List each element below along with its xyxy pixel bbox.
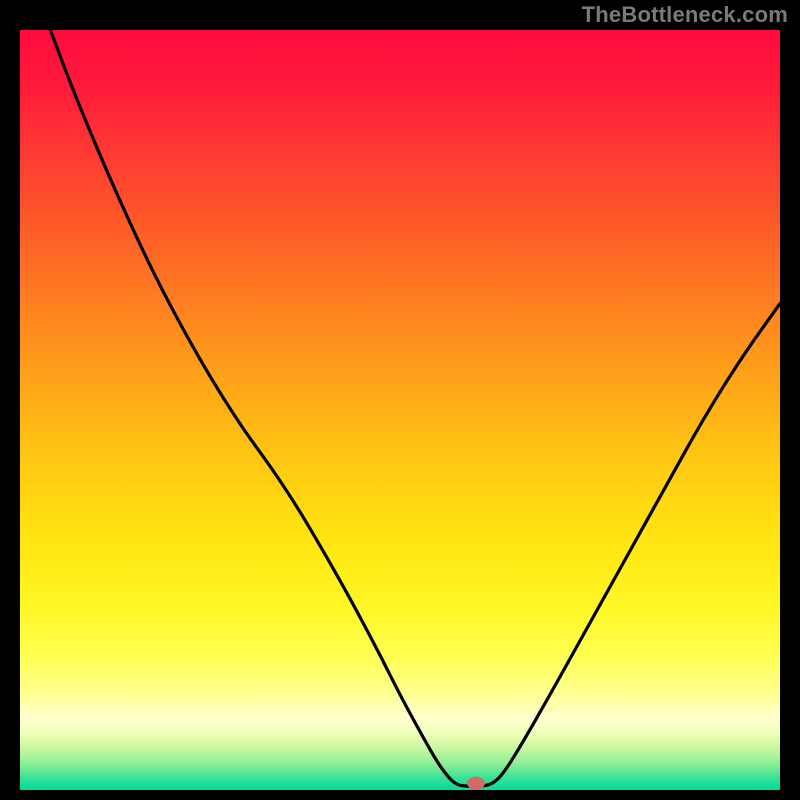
plot-area: [20, 30, 780, 790]
chart-svg: [20, 30, 780, 790]
gradient-background: [20, 30, 780, 790]
optimal-marker: [467, 777, 485, 790]
watermark-text: TheBottleneck.com: [582, 2, 788, 28]
chart-frame: TheBottleneck.com: [0, 0, 800, 800]
